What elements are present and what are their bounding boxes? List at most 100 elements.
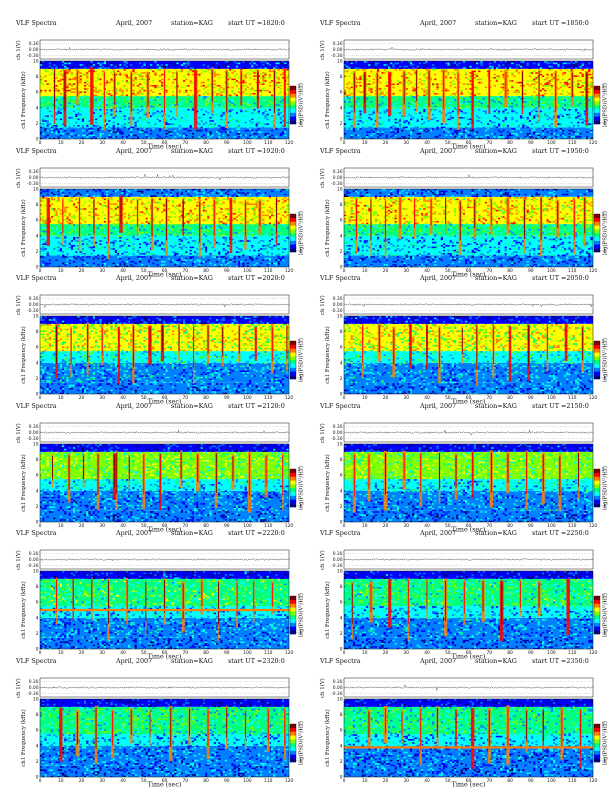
spectral-cell [68,69,71,71]
spectral-cell [70,88,73,90]
spectral-cell [394,105,397,108]
spectral-cell [235,190,238,192]
spectral-cell [81,126,84,129]
spectral-cell [163,204,166,207]
spectral-cell [40,191,43,194]
spectral-cell [522,110,525,113]
spectral-cell [161,115,164,117]
spectral-cell [268,125,271,127]
spectral-cell [174,72,177,74]
spectral-cell [399,78,402,81]
spectral-cell [117,75,120,77]
colorbar-tick-label: -1 [602,120,607,126]
spectral-cell [51,80,54,82]
spectral-cell [553,110,556,113]
spectral-cell [260,61,263,63]
spectral-cell [427,133,430,135]
spectral-cell [537,136,540,138]
spectral-cell [136,88,139,90]
spectral-cell [42,104,45,106]
spectral-cell [504,137,507,139]
spectral-cell [187,94,190,97]
spectral-cell [59,80,62,82]
spectral-cell [566,91,569,93]
spectral-cell [462,115,465,117]
spectral-cell [106,125,109,127]
colorbar-segment [290,112,296,117]
spectral-cell [577,77,580,79]
spectral-cell [394,129,397,132]
spectral-cell [520,61,523,63]
spectral-cell [59,109,62,111]
spectral-cell [125,62,128,65]
spectral-cell [526,83,529,85]
spectral-cell [465,105,468,108]
spectral-cell [462,117,465,119]
spectral-cell [522,123,525,125]
spectral-cell [539,70,542,73]
spectral-cell [251,206,254,208]
spectral-cell [205,62,208,65]
spectral-cell [346,105,349,108]
spectral-cell [546,118,549,121]
spectral-cell [235,117,238,119]
spectral-cell [553,137,556,139]
spectral-cell [77,207,80,210]
spectral-cell [548,65,551,68]
spectral-cell [445,69,448,71]
spectral-cell [79,191,82,194]
spectral-cell [101,62,104,65]
spectral-cell [458,77,461,79]
spectral-cell [449,94,452,97]
spectral-cell [482,67,485,69]
spectral-cell [249,123,252,125]
spectral-cell [211,207,214,210]
spectral-cell [344,97,347,100]
spectral-cell [286,88,289,90]
spectral-cell [174,62,177,65]
spectral-cell [257,121,260,124]
spectral-cell [242,115,245,117]
emission-burst-core [571,72,573,98]
spectral-cell [40,78,43,81]
spectral-cell [559,69,562,71]
spectral-cell [59,129,62,132]
spectral-cell [229,131,232,133]
spectral-cell [227,83,230,85]
spectral-cell [125,102,128,105]
spectral-cell [205,104,208,106]
spectral-cell [121,93,124,95]
spectral-cell [255,88,258,90]
spectral-cell [183,129,186,132]
spectral-cell [410,67,413,69]
spectral-cell [515,105,518,108]
spectral-cell [158,69,161,71]
spectral-cell [550,65,553,68]
spectral-cell [172,194,175,197]
spectral-cell [363,69,366,71]
spectral-cell [130,61,133,63]
spectral-cell [520,125,523,127]
spectral-cell [106,193,109,195]
spectral-cell [561,107,564,109]
spectral-cell [119,191,122,194]
spectral-cell [449,91,452,93]
spectral-cell [145,193,148,195]
spectral-cell [220,118,223,121]
spectral-cell [480,101,483,103]
spectral-cell [544,109,547,111]
spectral-cell [216,198,219,200]
spectral-cell [266,86,269,89]
spectral-cell [392,99,395,101]
spectral-cell [418,107,421,109]
spectral-cell [513,110,516,113]
spectral-cell [271,67,274,69]
waveform-ytick-label: -0.30 [27,53,39,59]
spectral-cell [522,61,525,63]
spectral-cell [141,191,144,194]
spectral-cell [231,188,234,191]
spectral-cell [119,88,122,90]
waveform-ytick-label: 0.00 [29,175,39,181]
spectral-cell [385,134,388,137]
spectral-cell [251,131,254,133]
